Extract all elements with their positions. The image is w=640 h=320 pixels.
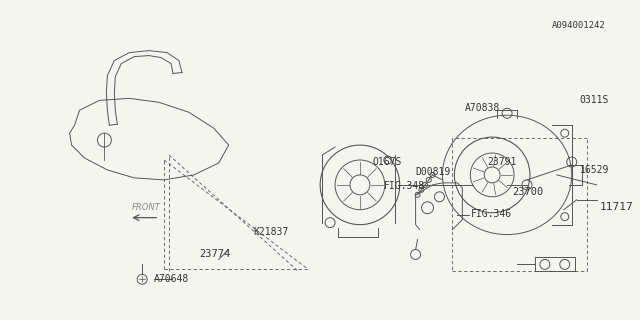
- Text: A094001242: A094001242: [552, 21, 605, 30]
- Text: D00819: D00819: [415, 167, 451, 177]
- Text: FIG.348: FIG.348: [384, 181, 425, 191]
- Bar: [535, 257, 575, 271]
- Text: 23791: 23791: [487, 157, 516, 167]
- Text: 11717: 11717: [600, 202, 634, 212]
- Text: 23700: 23700: [512, 187, 543, 197]
- Text: K21837: K21837: [253, 227, 289, 236]
- Text: 16529: 16529: [580, 165, 609, 175]
- Text: O167S: O167S: [373, 157, 402, 167]
- Text: 0311S: 0311S: [580, 95, 609, 105]
- Text: A70838: A70838: [465, 103, 500, 113]
- Text: FRONT: FRONT: [132, 203, 161, 212]
- Text: FIG.346: FIG.346: [471, 209, 513, 219]
- Text: A70648: A70648: [154, 274, 189, 284]
- Text: 23774: 23774: [199, 250, 230, 260]
